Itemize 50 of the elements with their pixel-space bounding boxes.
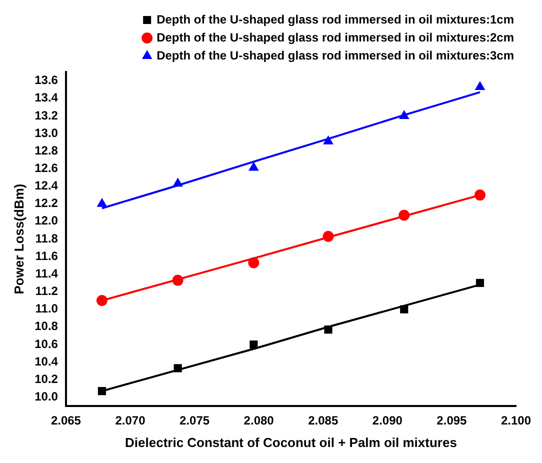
x-tick-label: 2.080 [244,414,274,428]
point [323,136,334,144]
point [474,190,486,201]
point [475,81,485,90]
point [250,340,258,349]
y-tick-label: 12.8 [34,143,58,158]
y-tick-label: 10.4 [34,354,58,368]
x-tick-label: 2.085 [308,414,338,428]
point [98,387,106,396]
x-tick-label: 2.100 [500,414,532,428]
y-tick-label: 13.6 [34,73,58,88]
point [322,230,334,242]
y-tick-label: 11.4 [35,266,58,280]
y-tick-label: 12.2 [34,196,58,210]
y-tick-label: 12.0 [34,214,58,228]
point [324,325,332,334]
y-tick-label: 11.2 [35,284,58,298]
y-tick-label: 10.6 [34,336,58,351]
x-tick-label: 2.075 [180,414,210,428]
y-tick-label: 10.2 [34,372,58,386]
y-tick-label: 11.6 [35,248,58,263]
point [96,295,108,306]
x-tick-label: 2.090 [372,414,403,428]
x-tick-label: 2.070 [115,414,146,428]
point [248,162,259,171]
point [172,178,183,187]
y-tick-label: 11.8 [35,231,58,246]
point [174,364,182,372]
y-tick-label: 10.8 [34,319,58,334]
legend-label: Depth of the U-shaped glass rod immersed in oil mixtures:1cm [156,12,514,26]
legend-label: Depth of the U-shaped glass rod immersed in oil mixtures:3cm [156,48,514,62]
x-tick-label: 2.095 [436,414,468,428]
point [172,274,184,286]
point [97,198,107,207]
y-tick-label: 12.4 [34,178,58,193]
y-axis-title: Power Loss(dBm) [11,184,26,294]
y-tick-label: 11.0 [35,302,58,316]
y-tick-label: 12.6 [34,160,58,175]
legend-label: Depth of the U-shaped glass rod immersed in oil mixtures:2cm [156,30,514,44]
y-tick-label: 10.0 [34,390,58,404]
point [476,278,484,287]
y-tick-label: 13.0 [34,126,58,140]
y-tick-label: 13.2 [34,108,58,122]
point [248,257,260,268]
point [400,305,408,314]
x-tick-label: 2.065 [50,414,82,428]
point [399,110,409,119]
x-axis-title: Dielectric Constant of Coconut oil + Palm oil mixtures [125,434,457,450]
y-tick-label: 13.4 [34,90,58,105]
point [398,210,410,221]
